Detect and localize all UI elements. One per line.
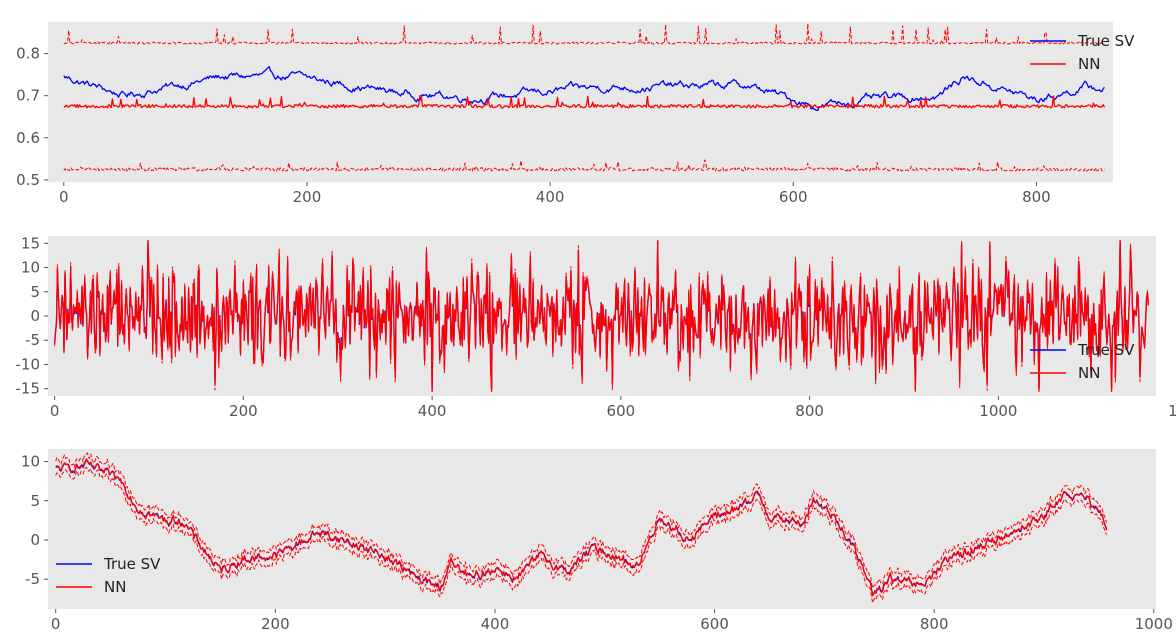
bottom-legend: True SV NN [56,555,161,596]
y-tick-label: -15 [16,380,41,398]
middle-panel: 0 200 400 600 800 1000 1200 -15 -10 -5 0 5 10 15 True… [16,234,1176,420]
y-tick-label: 5 [30,283,40,301]
series-nn [63,94,1106,109]
x-tick-label: 600 [700,615,729,633]
x-tick-label: 400 [481,615,510,633]
top-ticks-layer: 0 200 400 600 800 0.5 0.6 0.7 0.8 [16,45,1051,206]
bottom-series-layer [55,452,1108,604]
y-tick-label: -10 [16,355,41,373]
series-nn-lower-band [63,159,1105,172]
x-tick-label: 0 [51,615,61,633]
x-tick-label: 800 [1022,188,1051,206]
series-nn-upper-band [55,452,1108,589]
x-tick-label: 800 [920,615,949,633]
y-tick-label: 0.7 [16,87,40,105]
x-tick-label: 800 [795,402,824,420]
x-tick-label: 200 [293,188,322,206]
y-tick-label: 5 [30,492,40,510]
y-tick-label: 0 [30,531,40,549]
y-tick-label: 0.5 [16,171,40,189]
legend-label: NN [1078,364,1100,382]
y-tick-label: 15 [21,234,40,252]
x-tick-label: 1000 [1135,615,1173,633]
middle-series-layer [53,240,1150,392]
x-tick-label: 600 [607,402,636,420]
x-tick-label: 0 [59,188,69,206]
top-series-layer [63,23,1106,172]
bottom-plot-area [48,449,1156,609]
top-plot-area [48,22,1113,182]
x-tick-label: 0 [50,402,60,420]
y-tick-label: -5 [25,570,40,588]
x-tick-label: 600 [779,188,808,206]
legend-label: NN [104,578,126,596]
series-true-sv [63,66,1105,112]
x-tick-label: 1200 [1168,402,1176,420]
x-tick-label: 200 [229,402,258,420]
y-tick-label: 10 [21,453,40,471]
bottom-ticks-layer: 0 200 400 600 800 1000 -5 0 5 10 [21,453,1173,633]
series-nn [55,458,1108,597]
series-nn-upper-band [63,23,1105,45]
series-nn-band [54,240,1149,392]
legend-label: True SV [1077,32,1135,50]
middle-legend: True SV NN [1030,341,1135,382]
top-legend: True SV NN [1030,32,1135,73]
x-tick-label: 1000 [979,402,1017,420]
top-panel: 0 200 400 600 800 0.5 0.6 0.7 0.8 True SV NN [16,22,1135,206]
y-tick-label: -5 [25,331,40,349]
x-tick-label: 400 [418,402,447,420]
series-nn-lower-band [55,466,1108,604]
legend-label: True SV [1077,341,1135,359]
legend-label: True SV [103,555,161,573]
middle-ticks-layer: 0 200 400 600 800 1000 1200 -15 -10 -5 0 5 10 15 [16,234,1176,420]
x-tick-label: 200 [261,615,290,633]
y-tick-label: 0.6 [16,129,40,147]
x-tick-label: 400 [536,188,565,206]
y-tick-label: 10 [21,259,40,277]
legend-label: NN [1078,55,1100,73]
y-tick-label: 0 [30,307,40,325]
bottom-panel: 0 200 400 600 800 1000 -5 0 5 10 True SV NN [21,449,1173,633]
y-tick-label: 0.8 [16,45,40,63]
